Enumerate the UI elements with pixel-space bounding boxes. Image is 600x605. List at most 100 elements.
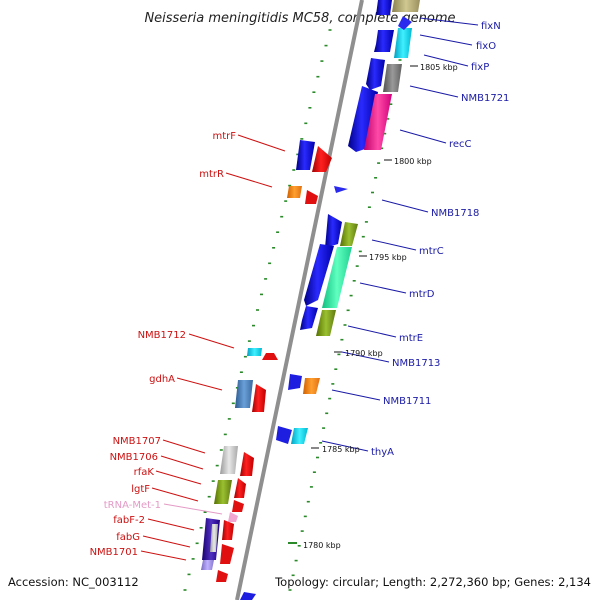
gene-block-mtrf[interactable] (312, 146, 332, 172)
gene-block-mtrd-b[interactable] (322, 247, 352, 308)
label-gdha[interactable]: gdhA (149, 374, 175, 385)
gene-block-nmb1712[interactable] (262, 353, 278, 360)
tick-dot (371, 191, 374, 194)
gene-arrow-bottom[interactable] (240, 592, 256, 600)
label-fixo[interactable]: fixO (476, 41, 496, 52)
gene-block-fabg-b[interactable] (220, 544, 234, 564)
scale-label-1790: 1790 kbp (345, 349, 383, 358)
label-nmb1707[interactable]: NMB1707 (113, 436, 161, 447)
tick-dot (367, 206, 371, 208)
gene-block-lgtf[interactable] (232, 500, 244, 512)
label-fabg[interactable]: fabG (116, 532, 140, 543)
leader-mtrr (225, 172, 273, 188)
gene-block-nmb1701-b[interactable] (216, 570, 228, 582)
leader-fabf-2 (147, 518, 195, 531)
gene-block-recc-b[interactable] (364, 94, 392, 150)
gene-block-nmb1721[interactable] (366, 58, 385, 90)
gene-block-fixN-b[interactable] (392, 0, 420, 12)
leader-nmb1713 (341, 351, 390, 363)
gene-block-rfak[interactable] (214, 480, 232, 504)
leader-rfak (155, 470, 202, 485)
label-fixn[interactable]: fixN (481, 21, 501, 32)
tick-dot (284, 200, 288, 202)
gene-block-nmb1711[interactable] (288, 374, 302, 390)
label-fabf-2[interactable]: fabF-2 (113, 515, 145, 526)
label-lgtf[interactable]: lgtF (131, 484, 150, 495)
label-mtrf[interactable]: mtrF (212, 131, 236, 142)
leader-nmb1707 (162, 439, 206, 454)
gene-block-nmb1712-a[interactable] (247, 348, 262, 356)
gene-block-mtrc[interactable] (325, 214, 342, 248)
topology-text: Topology: circular; Length: 2,272,360 bp… (274, 575, 591, 589)
label-thya[interactable]: thyA (371, 447, 394, 458)
tick-dot (328, 397, 332, 400)
tick-dot (215, 464, 219, 467)
label-trna-met-1[interactable]: tRNA-Met-1 (104, 500, 161, 511)
gene-block-mtrf-a[interactable] (296, 140, 315, 170)
leader-mtrf (237, 134, 286, 152)
gene-block-fixO-b[interactable] (394, 28, 412, 58)
tick-dot (272, 247, 276, 249)
label-recc[interactable]: recC (449, 139, 472, 150)
tick-dot (331, 383, 335, 385)
tick-dot (312, 471, 316, 473)
gene-block-thya[interactable] (276, 426, 292, 444)
reverse-labels: mtrF mtrR NMB1712 gdhA NMB1707 NMB1706 r… (90, 131, 237, 558)
label-nmb1701[interactable]: NMB1701 (90, 547, 138, 558)
gene-block-mtrr[interactable] (305, 190, 318, 204)
gene-block-nmb1707[interactable] (220, 446, 238, 474)
label-fixp[interactable]: fixP (471, 62, 489, 73)
tick-dot (340, 338, 344, 341)
label-nmb1718[interactable]: NMB1718 (431, 208, 479, 219)
tick-dot (377, 162, 381, 164)
tick-dot (308, 107, 312, 109)
gene-block-trna-met-1[interactable] (228, 512, 238, 522)
gene-block-nmb1711-b[interactable] (303, 378, 320, 394)
gene-block-mtrc-b[interactable] (340, 222, 358, 246)
gene-block-mtrr-a[interactable] (287, 186, 302, 198)
gene-block-fixO[interactable] (374, 30, 394, 52)
label-nmb1712[interactable]: NMB1712 (138, 330, 186, 341)
label-mtrc[interactable]: mtrC (419, 246, 444, 257)
gene-arrow-fixP[interactable] (398, 16, 412, 30)
gene-block-mtrd[interactable] (304, 244, 334, 306)
tick-dot (223, 433, 227, 436)
gene-block-thya-b[interactable] (291, 428, 308, 444)
gene-block-fabf-2-b[interactable] (210, 524, 218, 552)
leader-nmb1706 (160, 455, 204, 470)
tick-dot (187, 573, 191, 576)
gene-block-fixN[interactable] (376, 0, 392, 15)
label-nmb1711[interactable]: NMB1711 (383, 396, 431, 407)
label-nmb1706[interactable]: NMB1706 (110, 452, 158, 463)
label-rfak[interactable]: rfaK (134, 467, 155, 478)
tick-dot (312, 91, 316, 93)
gene-block-nmb1706[interactable] (240, 452, 254, 476)
label-mtrd[interactable]: mtrD (409, 289, 435, 300)
leader-fixp (423, 54, 469, 67)
label-mtre[interactable]: mtrE (399, 333, 423, 344)
tick-dot (303, 515, 307, 518)
gene-block-nmb1721-b[interactable] (383, 64, 402, 92)
leader-lgtf (151, 487, 199, 502)
gene-block-fabg[interactable] (222, 520, 234, 540)
leader-gdha (176, 377, 223, 391)
tick-dot (300, 138, 304, 140)
label-nmb1713[interactable]: NMB1713 (392, 358, 440, 369)
label-mtrr[interactable]: mtrR (199, 169, 224, 180)
label-nmb1721[interactable]: NMB1721 (461, 93, 509, 104)
tick-dot (389, 103, 393, 105)
gene-block-nmb1701[interactable] (201, 560, 214, 570)
scale-label-1805: 1805 kbp (420, 63, 458, 72)
tick-dot (386, 118, 390, 120)
tick-dot (297, 545, 301, 547)
gene-block-mtre[interactable] (300, 306, 318, 330)
gene-arrow-nmb1718[interactable] (334, 186, 348, 193)
gene-block-gdha-a[interactable] (235, 380, 253, 408)
tick-dot (294, 559, 298, 562)
gene-block-recc[interactable] (348, 86, 378, 152)
gene-block-mtre-b[interactable] (316, 310, 336, 336)
gene-block-rfak-b[interactable] (234, 478, 246, 498)
tick-dot (191, 558, 195, 560)
gene-block-gdha[interactable] (252, 384, 266, 412)
